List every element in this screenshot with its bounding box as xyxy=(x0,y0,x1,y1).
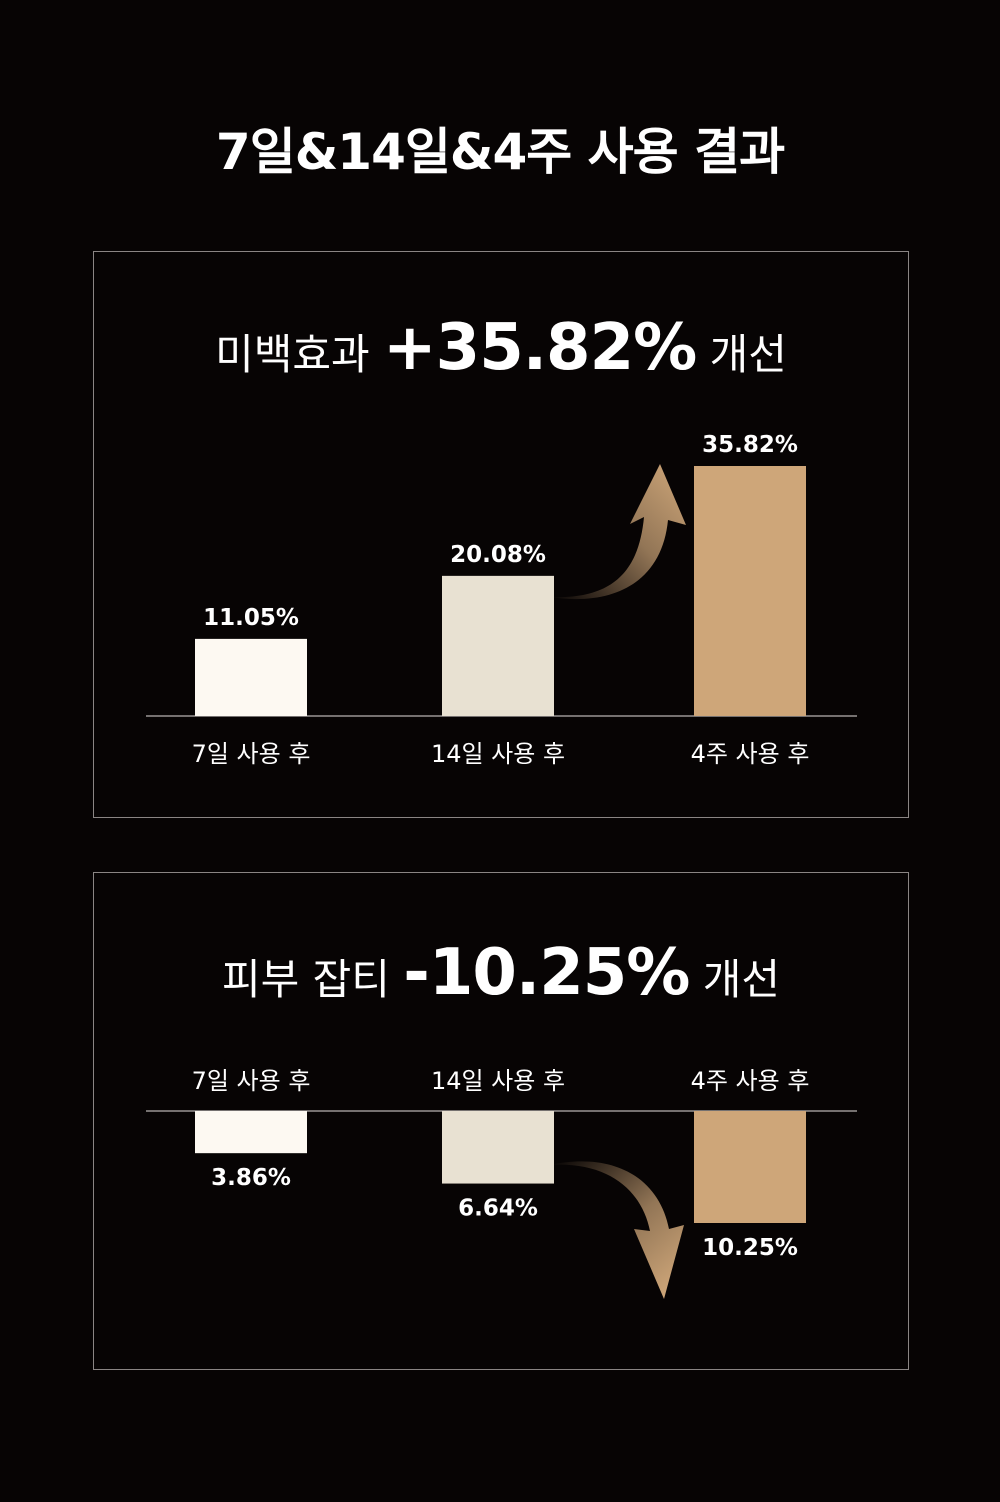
bar-value-label: 6.64% xyxy=(458,1196,538,1222)
blemish-panel: 피부 잡티 -10.25% 개선 3.86% 7일 사용 후 6.64% 14일 사용… xyxy=(93,872,909,1370)
bar-1 xyxy=(195,1111,307,1154)
category-label: 14일 사용 후 xyxy=(431,740,565,768)
category-label: 4주 사용 후 xyxy=(691,1067,810,1095)
headline-value: -10.25% xyxy=(403,936,690,1010)
page-title: 7일&14일&4주 사용 결과 xyxy=(215,123,785,181)
headline-value: +35.82% xyxy=(383,311,697,385)
whitening-bar-chart: 11.05% 7일 사용 후 20.08% 14일 사용 후 35.82% 4주 사용 후 xyxy=(146,432,857,768)
bar-value-label: 10.25% xyxy=(702,1235,798,1261)
blemish-headline: 피부 잡티 -10.25% 개선 xyxy=(94,941,908,1005)
bar-2 xyxy=(442,1111,554,1184)
whitening-headline: 미백효과 +35.82% 개선 xyxy=(94,316,908,380)
whitening-panel: 미백효과 +35.82% 개선 11.05% 7일 사용 후 20.08% 14일 사… xyxy=(93,251,909,818)
category-label: 14일 사용 후 xyxy=(431,1067,565,1095)
bar-2 xyxy=(442,575,554,716)
headline-prefix: 피부 잡티 xyxy=(221,955,390,1004)
bar-3 xyxy=(694,1111,806,1223)
bar-3 xyxy=(694,466,806,716)
bar-value-label: 35.82% xyxy=(702,432,798,458)
category-label: 7일 사용 후 xyxy=(192,740,311,768)
bar-value-label: 11.05% xyxy=(203,605,299,631)
bar-1 xyxy=(195,638,307,716)
bar-value-label: 3.86% xyxy=(211,1165,291,1191)
headline-prefix: 미백효과 xyxy=(215,330,370,379)
headline-suffix: 개선 xyxy=(702,955,781,1004)
headline-suffix: 개선 xyxy=(709,330,787,379)
blemish-bar-chart: 3.86% 7일 사용 후 6.64% 14일 사용 후 10.25% 4주 사용 후 xyxy=(146,1067,857,1299)
trend-up-arrow-icon xyxy=(549,464,686,600)
category-label: 4주 사용 후 xyxy=(691,740,810,768)
trend-down-arrow-icon xyxy=(549,1161,684,1299)
category-label: 7일 사용 후 xyxy=(192,1067,311,1095)
bar-value-label: 20.08% xyxy=(450,542,546,568)
